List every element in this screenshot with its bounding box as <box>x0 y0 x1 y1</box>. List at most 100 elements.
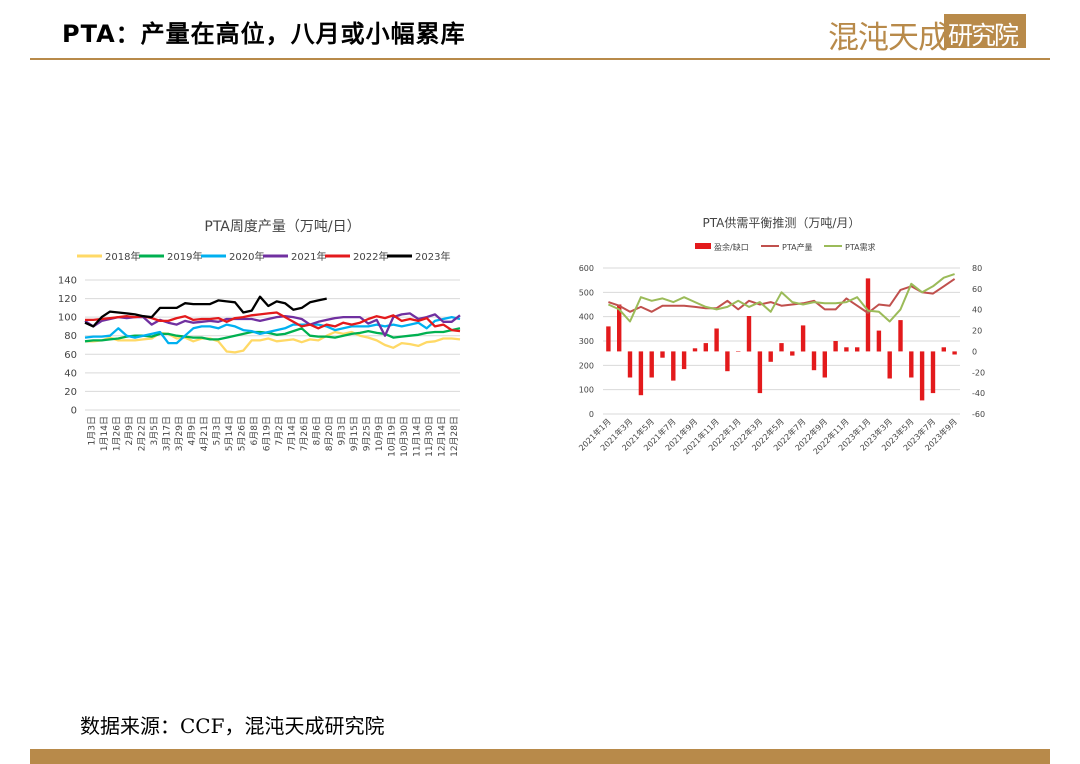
balance-bar <box>779 343 784 352</box>
balance-bar <box>811 351 817 371</box>
series-line <box>84 315 461 345</box>
series-line <box>84 312 461 337</box>
balance-bar <box>941 347 946 352</box>
series-line <box>84 327 461 343</box>
x-tick-label: 3月29日 <box>174 416 185 451</box>
y2-tick-label: 0 <box>972 347 977 356</box>
balance-bar <box>865 278 871 352</box>
y2-tick-label: 40 <box>972 306 982 315</box>
y-tick-label: 0 <box>589 410 594 419</box>
legend-swatch <box>695 243 711 249</box>
page-title: PTA：产量在高位，八月或小幅累库 <box>62 20 466 48</box>
x-tick-label: 11月30日 <box>424 416 435 457</box>
header-divider <box>30 58 1050 60</box>
balance-bar <box>649 351 654 378</box>
balance-bar <box>725 351 730 372</box>
y-tick-label: 140 <box>58 276 77 287</box>
legend-label: PTA产量 <box>782 242 813 252</box>
balance-bar <box>757 351 763 394</box>
logo-box <box>944 14 1026 48</box>
legend-label: 2023年 <box>415 250 450 263</box>
balance-bar <box>714 328 719 352</box>
x-tick-label: 8月20日 <box>324 416 335 451</box>
x-tick-label: 1月26日 <box>111 416 122 451</box>
balance-bar <box>627 351 633 378</box>
balance-bar <box>692 348 698 352</box>
balance-bar <box>844 347 849 352</box>
y-tick-label: 80 <box>64 331 77 342</box>
data-source-note: 数据来源：CCF，混沌天成研究院 <box>80 714 385 738</box>
balance-bar <box>660 351 665 358</box>
y-tick-label: 40 <box>64 368 77 379</box>
y2-tick-label: -40 <box>972 389 985 398</box>
balance-bar <box>952 351 957 355</box>
y2-tick-label: 20 <box>972 327 982 336</box>
x-tick-label: 3月5日 <box>149 416 160 445</box>
x-tick-label: 10月19日 <box>386 416 397 457</box>
weekly-production-chart: PTA周度产量（万吨/日） 2018年 2019年 2020年 2021年 2022年 20… <box>58 219 461 457</box>
y-tick-label: 600 <box>579 264 594 273</box>
balance-bar <box>822 351 827 378</box>
logo-text: 混沌天成 <box>828 20 949 56</box>
balance-bar <box>909 351 914 378</box>
x-tick-label: 6月19日 <box>261 416 272 451</box>
y2-tick-label: 60 <box>972 285 982 294</box>
series-line <box>85 330 461 354</box>
balance-bar <box>681 351 687 370</box>
y2-tick-label: -20 <box>972 368 985 377</box>
x-tick-label: 2月22日 <box>136 416 147 451</box>
y-tick-label: 0 <box>71 406 77 417</box>
y-tick-label: 100 <box>58 313 77 324</box>
balance-bar <box>746 316 752 352</box>
x-tick-label: 1月14日 <box>99 416 110 451</box>
balance-bar <box>736 351 741 352</box>
balance-bar <box>876 330 882 352</box>
x-tick-label: 7月2日 <box>274 416 285 445</box>
y-tick-label: 400 <box>579 313 594 322</box>
logo-box-text: 研究院 <box>948 21 1019 50</box>
y2-tick-label: -60 <box>972 410 985 419</box>
balance-bar <box>919 351 925 401</box>
balance-bar <box>606 326 611 352</box>
x-tick-label: 9月25日 <box>361 416 372 451</box>
x-tick-label: 6月8日 <box>249 416 260 445</box>
chart-title: PTA周度产量（万吨/日） <box>204 219 360 235</box>
x-tick-label: 10月30日 <box>399 416 410 457</box>
x-tick-label: 5月14日 <box>224 416 235 451</box>
y-tick-label: 200 <box>579 361 594 370</box>
x-tick-label: 7月26日 <box>299 416 310 451</box>
balance-bar <box>898 320 903 352</box>
supply-demand-chart: PTA供需平衡推测（万吨/月）盈余/缺口 PTA产量 PTA需求0100200300… <box>576 216 985 456</box>
x-tick-label: 1月3日 <box>86 416 97 445</box>
balance-bar <box>671 351 676 381</box>
balance-bar <box>703 343 708 352</box>
balance-bar <box>617 304 622 352</box>
legend-label: 2021年 <box>291 250 326 263</box>
balance-bar <box>638 351 644 396</box>
y-tick-label: 120 <box>58 294 77 305</box>
x-tick-label: 11月14日 <box>411 416 422 457</box>
chart-title: PTA供需平衡推测（万吨/月） <box>703 216 861 230</box>
x-tick-label: 4月9日 <box>186 416 197 445</box>
x-tick-label: 8月6日 <box>311 416 322 445</box>
x-tick-label: 12月28日 <box>449 416 460 457</box>
x-tick-label: 10月9日 <box>374 416 385 451</box>
y-tick-label: 300 <box>579 337 594 346</box>
balance-bar <box>790 351 795 356</box>
y-tick-label: 100 <box>579 386 594 395</box>
series-line <box>84 295 327 328</box>
y2-tick-label: 80 <box>972 264 982 273</box>
balance-bar <box>768 351 773 362</box>
x-tick-label: 5月3日 <box>211 416 222 445</box>
y-tick-label: 500 <box>579 288 594 297</box>
x-tick-label: 4月21日 <box>199 416 210 451</box>
balance-bar <box>887 351 892 379</box>
x-tick-label: 2月9日 <box>124 416 135 445</box>
x-tick-label: 9月15日 <box>349 416 360 451</box>
y-tick-label: 20 <box>64 387 77 398</box>
series-line <box>607 273 955 323</box>
company-logo: 混沌天成 研究院 <box>828 12 1028 56</box>
legend-label: PTA需求 <box>845 242 876 252</box>
x-tick-label: 7月14日 <box>286 416 297 451</box>
legend-label: 2022年 <box>353 250 388 263</box>
